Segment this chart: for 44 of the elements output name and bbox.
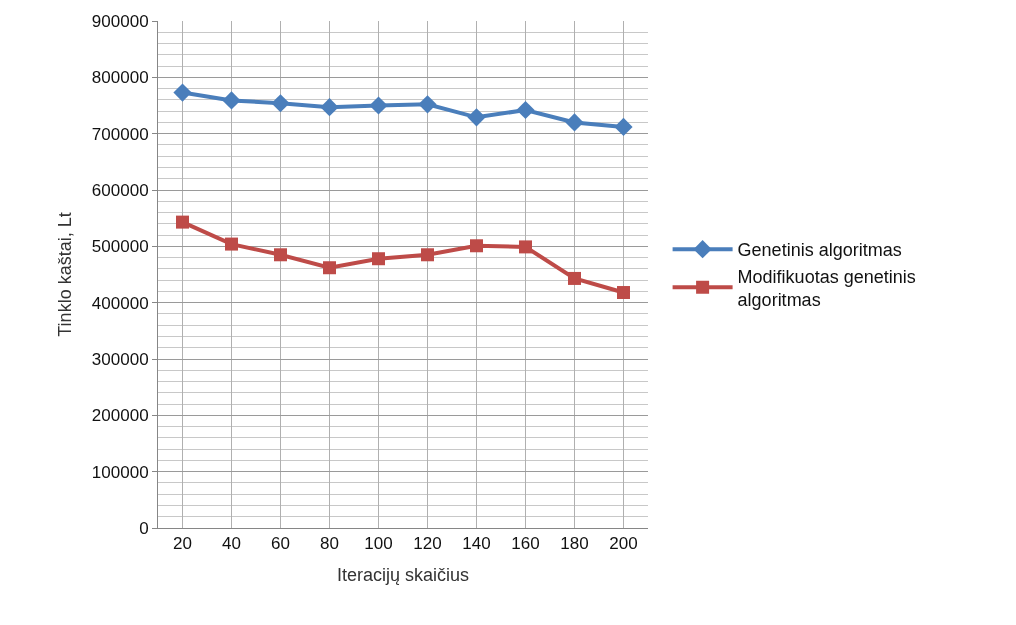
point [467,108,486,127]
point [173,83,192,102]
x-tick-label: 200 [609,534,638,554]
x-tick-label: 160 [511,534,540,554]
point [274,248,287,262]
x-tick-label: 80 [320,534,339,554]
x-tick-label: 180 [560,534,589,554]
point [470,239,483,253]
y-tick-label: 0 [139,518,149,538]
x-tick-label: 60 [271,534,290,554]
y-tick-label: 800000 [91,68,149,88]
x-axis-title: Iteracijų skaičius [336,564,470,585]
y-tick-label: 200000 [91,406,149,426]
y-tick-label: 400000 [91,293,149,313]
point [176,215,189,229]
point [323,261,336,275]
y-axis-title: Tinklo kaštai, Lt [55,212,76,337]
x-tick-label: 40 [222,534,241,554]
y-tick-label: 700000 [91,124,149,144]
point [372,252,385,266]
point [320,98,339,117]
point [568,271,581,285]
point [519,240,532,254]
point [614,117,633,137]
point [516,100,535,120]
x-tick-label: 100 [364,534,393,554]
x-tick-label: 140 [462,534,491,554]
y-tick-label: 600000 [91,180,149,200]
x-tick-label: 120 [413,534,442,554]
legend-label: Genetinis algoritmas [737,240,902,261]
y-tick-label: 500000 [91,237,149,257]
x-tick-label: 20 [173,534,192,554]
legend-label: Modifikuotas genetinis algoritmas [737,266,916,311]
point [369,96,388,115]
y-tick-label: 900000 [91,11,149,31]
point [421,248,434,262]
y-tick-label: 100000 [91,462,149,482]
point [418,95,437,114]
point [222,91,241,110]
point [565,113,584,132]
point [271,94,290,113]
point [225,237,238,251]
point [617,286,630,300]
y-tick-label: 300000 [91,349,149,369]
